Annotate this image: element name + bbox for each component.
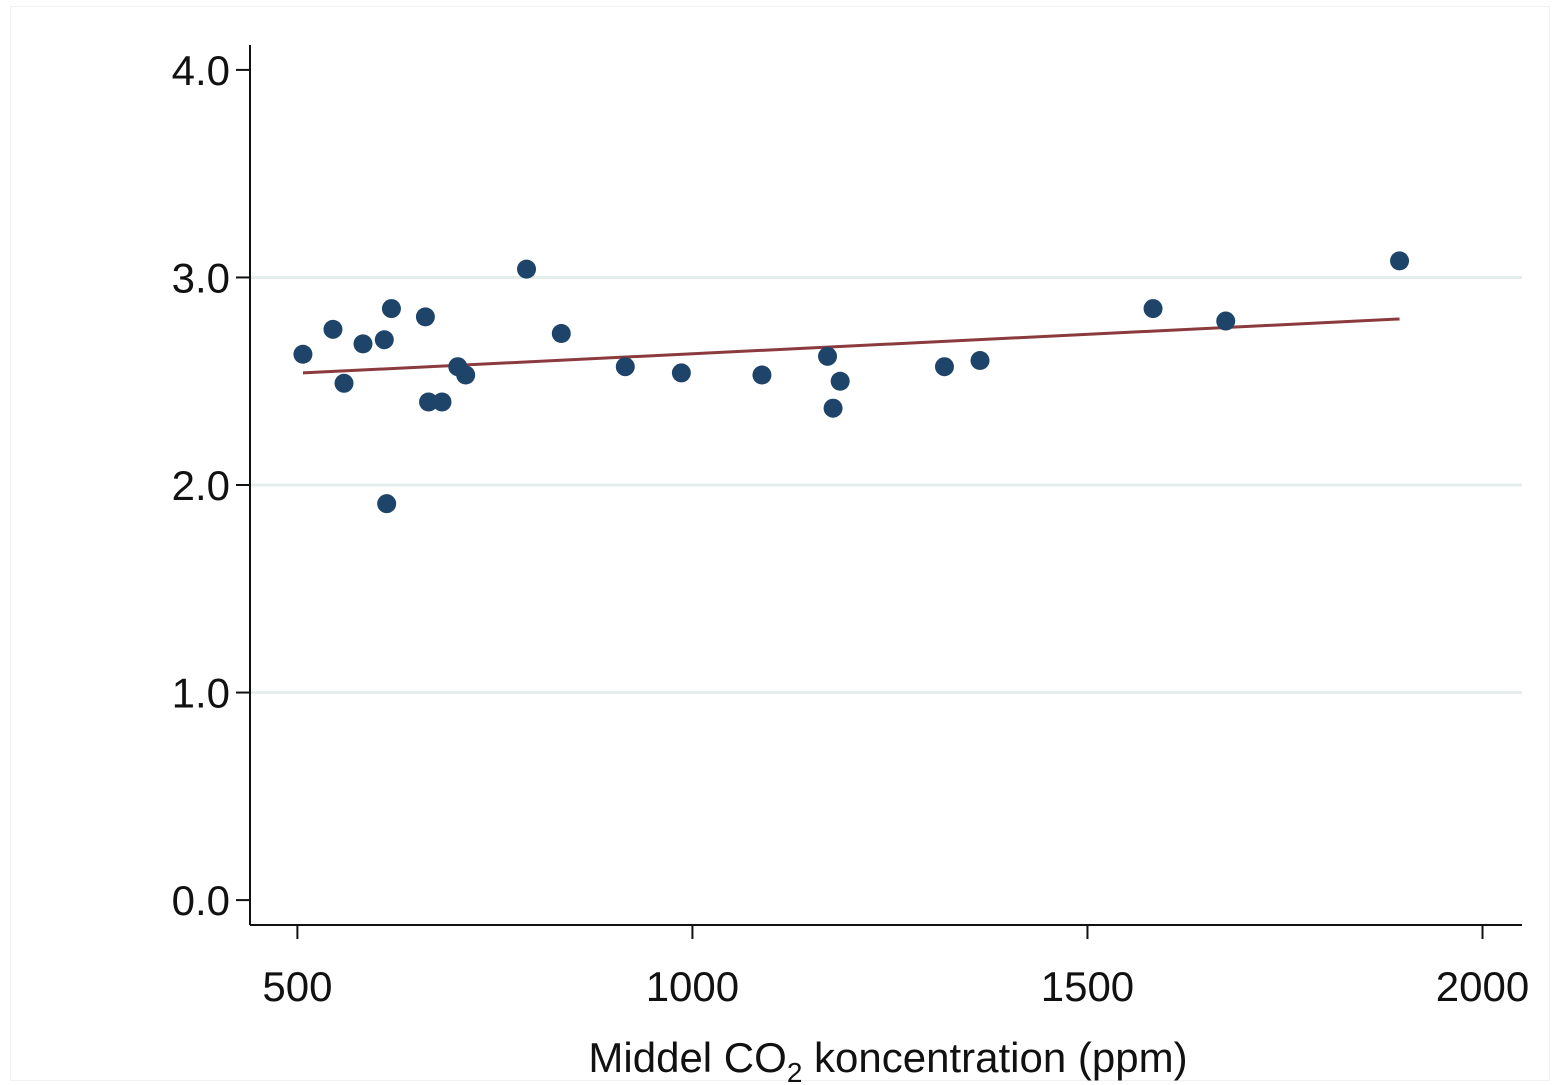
data-point — [818, 346, 838, 366]
data-point — [353, 334, 373, 354]
data-point — [551, 323, 571, 343]
data-point — [456, 365, 476, 385]
data-point — [823, 398, 843, 418]
x-tick-label: 2000 — [1436, 963, 1529, 1010]
data-point — [671, 363, 691, 383]
data-point — [419, 392, 439, 412]
data-point — [293, 344, 313, 364]
fit-line-layer — [302, 317, 1400, 375]
data-point — [374, 330, 394, 350]
x-axis-title-main: Middel CO — [588, 1034, 786, 1081]
y-tick-label: 2.0 — [172, 462, 230, 509]
x-axis-ticks: 500 1000 1500 2000 — [262, 925, 1529, 1010]
fit-line — [302, 317, 1400, 375]
data-point — [377, 494, 397, 514]
data-point — [1143, 299, 1163, 319]
x-axis-title-subscript: 2 — [787, 1057, 803, 1085]
y-tick-label: 0.0 — [172, 877, 230, 924]
data-point — [830, 371, 850, 391]
data-point — [615, 357, 635, 377]
data-point — [1390, 251, 1410, 271]
data-point — [415, 307, 435, 327]
data-point — [517, 259, 537, 279]
data-point — [934, 357, 954, 377]
data-point — [381, 299, 401, 319]
y-tick-label: 4.0 — [172, 47, 230, 94]
grid-lines — [250, 275, 1522, 695]
chart-frame — [10, 6, 1550, 1081]
x-axis-title-suffix: koncentration (ppm) — [802, 1034, 1187, 1081]
y-tick-label: 3.0 — [172, 254, 230, 301]
y-axis-ticks: 0.0 1.0 2.0 3.0 4.0 — [172, 47, 250, 924]
data-point — [752, 365, 772, 385]
data-point — [432, 392, 452, 412]
y-tick-label: 1.0 — [172, 670, 230, 717]
x-tick-label: 1000 — [646, 963, 739, 1010]
data-point — [334, 373, 354, 393]
data-point — [1216, 311, 1236, 331]
x-axis-title: Middel CO2 koncentration (ppm) — [588, 1034, 1187, 1085]
data-point — [970, 350, 990, 370]
data-points — [293, 251, 1410, 514]
x-tick-label: 1500 — [1041, 963, 1134, 1010]
data-point — [323, 319, 343, 339]
x-tick-label: 500 — [262, 963, 332, 1010]
